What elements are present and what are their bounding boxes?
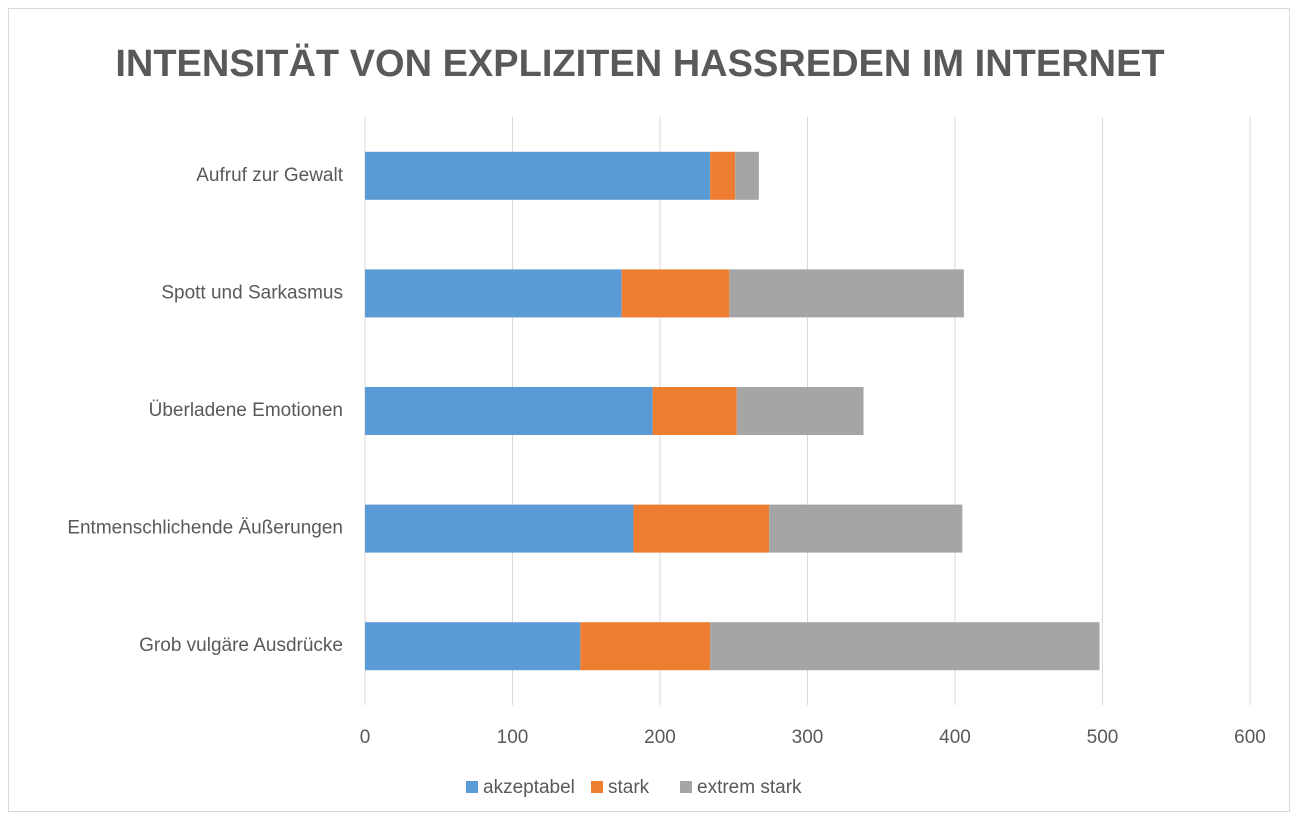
x-tick-label: 0 <box>360 727 371 748</box>
legend-swatch <box>680 781 692 793</box>
bar-segment <box>769 504 963 553</box>
x-tick-label: 400 <box>939 727 971 748</box>
y-tick-label: Überladene Emotionen <box>149 400 343 421</box>
bar-segment <box>652 387 737 435</box>
legend-swatch <box>591 781 603 793</box>
bar-segment <box>365 387 653 435</box>
bar-segment <box>710 151 736 200</box>
x-tick-label: 600 <box>1234 727 1266 748</box>
legend-label: extrem stark <box>697 777 802 798</box>
x-tick-label: 100 <box>497 727 529 748</box>
y-tick-label: Grob vulgäre Ausdrücke <box>139 635 343 656</box>
bar-segment <box>735 151 759 200</box>
y-tick-label: Entmenschlichende Äußerungen <box>67 518 343 539</box>
chart-title: INTENSITÄT VON EXPLIZITEN HASSREDEN IM I… <box>115 42 1164 85</box>
bar-segment <box>710 622 1100 671</box>
bar-segment <box>633 504 770 553</box>
bar-segment <box>621 269 730 318</box>
y-tick-label: Spott und Sarkasmus <box>161 282 343 303</box>
legend-swatch <box>466 781 478 793</box>
bar-segment <box>365 504 634 553</box>
x-tick-label: 500 <box>1087 727 1119 748</box>
bar-segment <box>736 387 864 435</box>
bar-segment <box>365 622 581 671</box>
x-tick-label: 300 <box>792 727 824 748</box>
bar-segment <box>580 622 711 671</box>
legend-label: stark <box>608 777 650 798</box>
y-tick-label: Aufruf zur Gewalt <box>196 165 343 186</box>
legend-label: akzeptabel <box>483 777 575 798</box>
x-tick-label: 200 <box>644 727 676 748</box>
bar-segment <box>729 269 964 318</box>
bar-segment <box>365 151 711 200</box>
bar-segment <box>365 269 622 318</box>
